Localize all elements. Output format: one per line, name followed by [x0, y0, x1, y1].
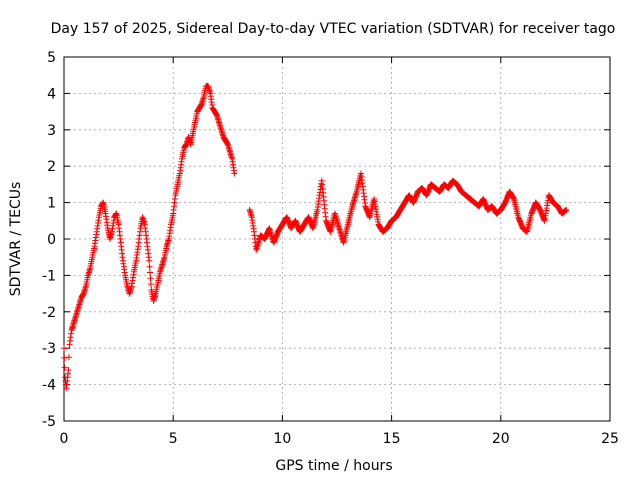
x-axis-label: GPS time / hours [275, 458, 392, 474]
data-point [147, 269, 153, 276]
data-point [63, 381, 70, 388]
data-series [61, 83, 570, 392]
x-tick-label: 20 [492, 431, 510, 447]
y-tick-label: 5 [47, 50, 56, 66]
data-point [146, 257, 153, 264]
x-tick-label: 5 [169, 431, 178, 447]
y-tick-label: 1 [47, 196, 56, 212]
data-point [61, 345, 67, 352]
data-point [65, 367, 72, 373]
y-tick-label: 2 [47, 159, 56, 175]
x-tick-label: 10 [273, 431, 291, 447]
axis-ticks: -5 -4 -3 -2 -1 0 1 2 3 4 5 0 5 10 15 20 25 [42, 50, 619, 447]
grid-lines [64, 57, 610, 421]
y-tick-label: 4 [47, 86, 56, 102]
y-tick-label: -3 [42, 341, 56, 357]
y-tick-label: 3 [47, 123, 56, 139]
data-point [147, 281, 154, 288]
data-point [65, 354, 72, 361]
y-tick-label: 0 [47, 232, 56, 248]
data-point [231, 170, 238, 177]
y-tick-label: -4 [42, 378, 56, 394]
y-tick-label: -2 [42, 305, 56, 321]
chart-title: Day 157 of 2025, Sidereal Day-to-day VTE… [51, 21, 616, 37]
data-point [147, 275, 154, 282]
data-point [563, 206, 570, 213]
y-tick-label: -1 [42, 268, 56, 284]
x-tick-label: 15 [383, 431, 401, 447]
data-point [67, 337, 73, 344]
y-axis-label: SDTVAR / TECUs [8, 182, 24, 297]
data-point [61, 364, 68, 371]
y-tick-label: -5 [42, 414, 56, 430]
data-point [146, 263, 153, 270]
x-tick-label: 0 [60, 431, 69, 447]
data-point [61, 354, 68, 361]
x-tick-label: 25 [601, 431, 619, 447]
